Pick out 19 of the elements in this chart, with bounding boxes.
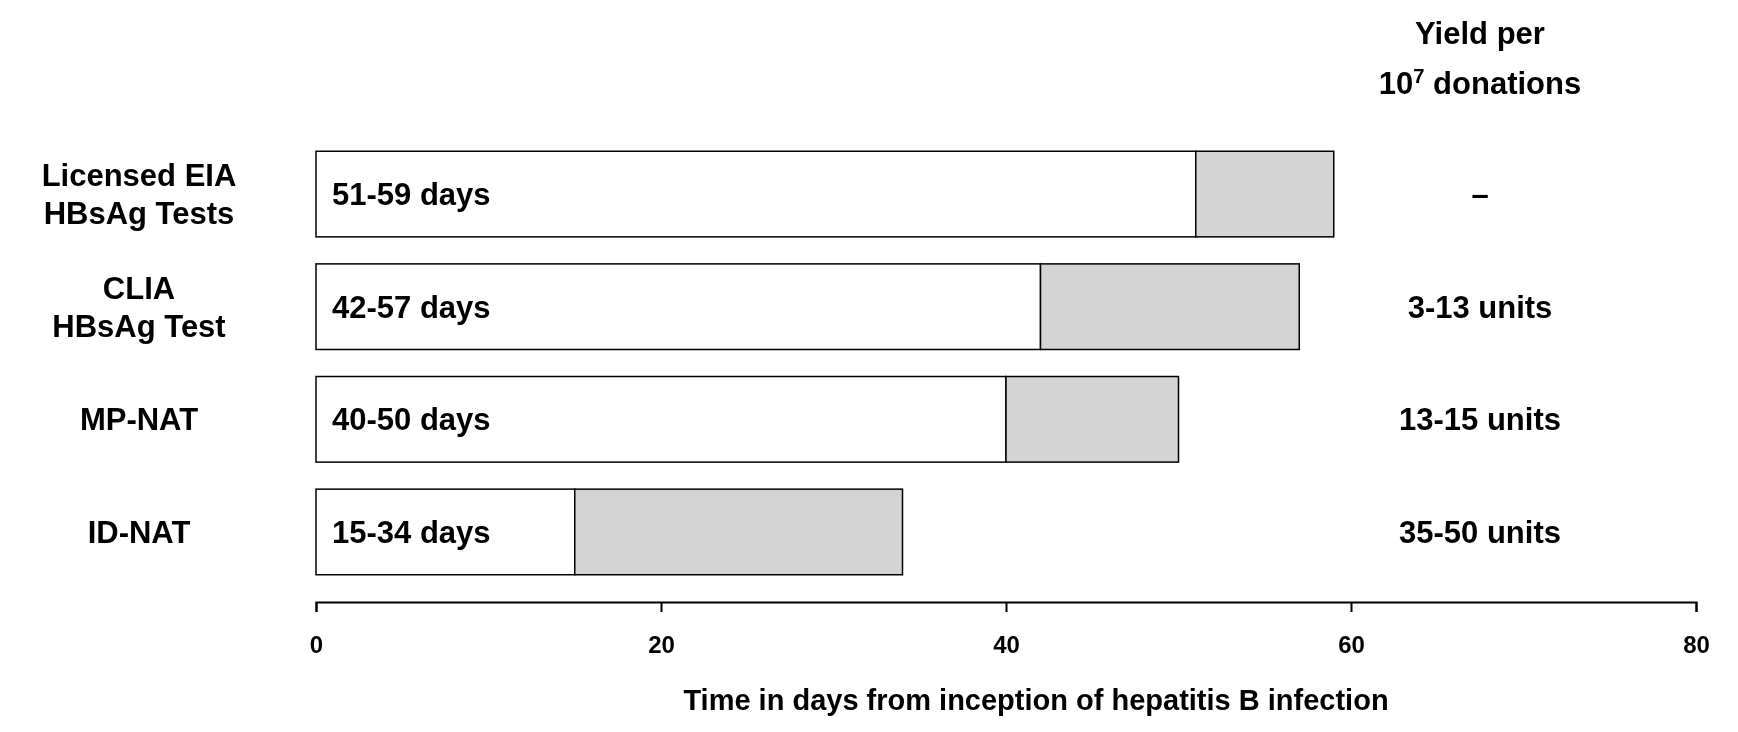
x-tick-label: 20 — [648, 631, 675, 659]
annotation: 13-15 units — [1399, 402, 1561, 438]
data-label: 51-59 days — [332, 176, 491, 212]
y-tick-label: CLIA HBsAg Test — [52, 270, 226, 344]
annotation: – — [1471, 176, 1489, 212]
data-label: 15-34 days — [332, 514, 491, 550]
y-tick-label: ID-NAT — [87, 514, 191, 550]
x-tick-label: 40 — [993, 631, 1020, 659]
y-tick-label: Licensed EIA HBsAg Tests — [41, 157, 237, 231]
text: Yield per 10$^{7}$ donations — [1378, 15, 1582, 101]
annotation: 3-13 units — [1407, 289, 1553, 325]
x-tick-label: 80 — [1683, 631, 1710, 659]
x-axis-title: Time in days from inception of hepatitis B infection — [683, 684, 1389, 717]
x-tick-label: 0 — [309, 631, 324, 659]
annotation: 35-50 units — [1399, 514, 1561, 550]
x-tick-label: 60 — [1338, 631, 1365, 659]
data-label: 42-57 days — [332, 289, 491, 325]
y-tick-label: MP-NAT — [79, 402, 199, 438]
data-label: 40-50 days — [332, 402, 491, 438]
